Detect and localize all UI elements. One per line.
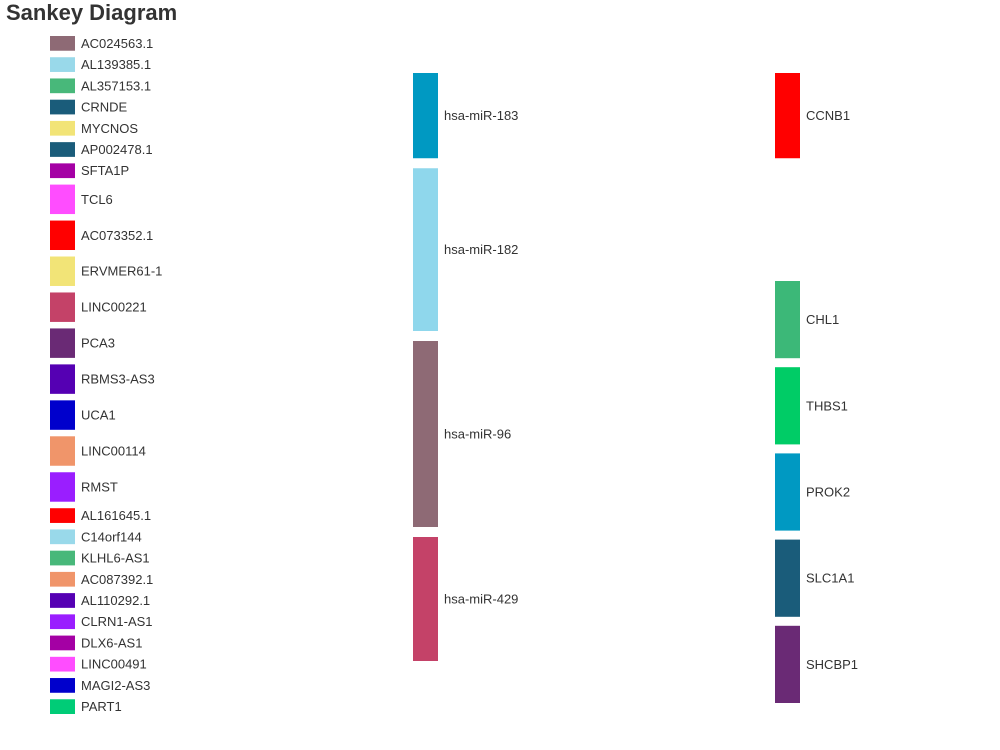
node-label-magi2-as3: MAGI2-AS3 xyxy=(81,678,150,693)
node-label-rmst: RMST xyxy=(81,479,118,494)
node-hsa-mir-183[interactable] xyxy=(413,73,438,159)
node-ap002478-1[interactable] xyxy=(50,142,75,157)
node-label-ac073352-1: AC073352.1 xyxy=(81,228,153,243)
labels-group: AC024563.1 AL139385.1 AL357153.1 CRNDE MYCNO… xyxy=(81,36,858,714)
node-hsa-mir-429[interactable] xyxy=(413,537,438,661)
link-rmst-to-hsa-mir-182[interactable] xyxy=(75,316,413,485)
node-label-dlx6-as1: DLX6-AS1 xyxy=(81,635,142,650)
node-label-prok2: PROK2 xyxy=(806,485,850,500)
node-dlx6-as1[interactable] xyxy=(50,635,75,651)
node-chl1[interactable] xyxy=(775,281,800,359)
link-linc00221-to-hsa-mir-96[interactable] xyxy=(75,307,413,403)
node-label-al139385-1: AL139385.1 xyxy=(81,57,151,72)
node-label-crnde: CRNDE xyxy=(81,100,128,115)
node-label-chl1: CHL1 xyxy=(806,312,839,327)
chart-title: Sankey Diagram xyxy=(6,0,178,25)
node-label-slc1a1: SLC1A1 xyxy=(806,571,854,586)
node-label-sfta1p: SFTA1P xyxy=(81,163,129,178)
node-uca1[interactable] xyxy=(50,400,75,430)
node-label-c14orf144: C14orf144 xyxy=(81,529,142,544)
node-label-linc00114: LINC00114 xyxy=(81,444,146,459)
node-al139385-1[interactable] xyxy=(50,57,75,72)
node-slc1a1[interactable] xyxy=(775,539,800,617)
node-label-tcl6: TCL6 xyxy=(81,192,113,207)
node-label-linc00221: LINC00221 xyxy=(81,300,147,315)
node-label-hsa-mir-183: hsa-miR-183 xyxy=(444,108,518,123)
node-al110292-1[interactable] xyxy=(50,593,75,608)
node-hsa-mir-182[interactable] xyxy=(413,168,438,331)
link-hsa-mir-429-to-shcbp1[interactable] xyxy=(438,537,775,703)
node-rmst[interactable] xyxy=(50,472,75,502)
node-sfta1p[interactable] xyxy=(50,163,75,179)
node-label-ac024563-1: AC024563.1 xyxy=(81,36,153,51)
link-hsa-mir-182-to-thbs1[interactable] xyxy=(438,250,775,445)
node-label-mycnos: MYCNOS xyxy=(81,121,138,136)
node-ac087392-1[interactable] xyxy=(50,571,75,587)
node-ccnb1[interactable] xyxy=(775,73,800,159)
node-shcbp1[interactable] xyxy=(775,625,800,703)
node-label-hsa-mir-429: hsa-miR-429 xyxy=(444,592,518,607)
node-al161645-1[interactable] xyxy=(50,508,75,523)
node-tcl6[interactable] xyxy=(50,184,75,215)
node-linc00491[interactable] xyxy=(50,656,75,672)
node-label-clrn1-as1: CLRN1-AS1 xyxy=(81,614,153,629)
link-ervmer61-1-to-hsa-mir-96[interactable] xyxy=(75,271,413,387)
node-label-part1: PART1 xyxy=(81,699,122,714)
node-ac024563-1[interactable] xyxy=(50,36,75,51)
nodes-group xyxy=(50,36,800,714)
link-hsa-mir-96-to-slc1a1[interactable] xyxy=(438,434,775,617)
node-ac073352-1[interactable] xyxy=(50,220,75,251)
node-label-klhl6-as1: KLHL6-AS1 xyxy=(81,551,150,566)
node-crnde[interactable] xyxy=(50,99,75,115)
link-rbms3-as3-to-hsa-mir-182[interactable] xyxy=(75,269,413,379)
node-linc00114[interactable] xyxy=(50,436,75,466)
node-label-ervmer61-1: ERVMER61-1 xyxy=(81,264,162,279)
link-tcl6-to-hsa-mir-182[interactable] xyxy=(75,185,413,207)
node-label-rbms3-as3: RBMS3-AS3 xyxy=(81,372,155,387)
link-hsa-mir-182-to-chl1[interactable] xyxy=(438,168,775,358)
node-magi2-as3[interactable] xyxy=(50,678,75,693)
node-thbs1[interactable] xyxy=(775,367,800,445)
node-prok2[interactable] xyxy=(775,453,800,531)
node-c14orf144[interactable] xyxy=(50,529,75,545)
node-rbms3-as3[interactable] xyxy=(50,364,75,394)
node-ervmer61-1[interactable] xyxy=(50,256,75,286)
node-label-hsa-mir-182: hsa-miR-182 xyxy=(444,242,518,257)
node-al357153-1[interactable] xyxy=(50,78,75,94)
node-label-pca3: PCA3 xyxy=(81,336,115,351)
link-rmst-to-hsa-mir-96[interactable] xyxy=(75,465,413,496)
node-label-al161645-1: AL161645.1 xyxy=(81,508,151,523)
node-label-al357153-1: AL357153.1 xyxy=(81,78,151,93)
node-hsa-mir-96[interactable] xyxy=(413,341,438,527)
node-mycnos[interactable] xyxy=(50,120,75,136)
node-label-al110292-1: AL110292.1 xyxy=(81,593,150,608)
node-part1[interactable] xyxy=(50,699,75,714)
node-label-ac087392-1: AC087392.1 xyxy=(81,572,153,587)
node-label-linc00491: LINC00491 xyxy=(81,657,147,672)
link-rbms3-as3-to-hsa-mir-96[interactable] xyxy=(75,379,413,434)
node-label-hsa-mir-96: hsa-miR-96 xyxy=(444,427,511,442)
node-label-uca1: UCA1 xyxy=(81,408,116,423)
node-label-ap002478-1: AP002478.1 xyxy=(81,142,153,157)
links-right-group xyxy=(438,73,775,703)
node-clrn1-as1[interactable] xyxy=(50,614,75,630)
node-pca3[interactable] xyxy=(50,328,75,358)
node-label-thbs1: THBS1 xyxy=(806,398,848,413)
node-label-ccnb1: CCNB1 xyxy=(806,108,850,123)
node-linc00221[interactable] xyxy=(50,292,75,322)
node-klhl6-as1[interactable] xyxy=(50,550,75,566)
node-label-shcbp1: SHCBP1 xyxy=(806,657,858,672)
